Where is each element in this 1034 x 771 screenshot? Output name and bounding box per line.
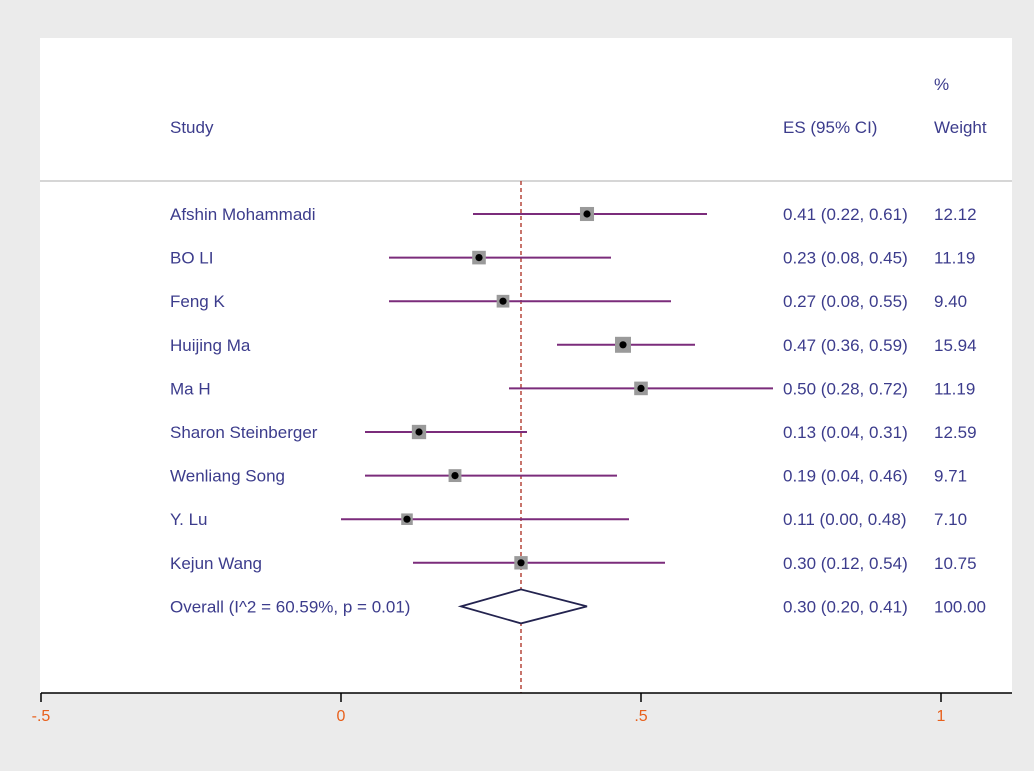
weight-value: 11.19	[934, 249, 975, 268]
study-name: Ma H	[170, 379, 211, 398]
es-value: 0.13 (0.04, 0.31)	[783, 423, 908, 442]
overall-diamond	[457, 588, 588, 625]
study-name: Feng K	[170, 292, 225, 311]
study-header: Study	[170, 118, 214, 137]
weight-value: 9.40	[934, 292, 967, 311]
weight-value: 12.59	[934, 423, 977, 442]
point-estimate	[637, 384, 645, 392]
es-value: 0.47 (0.36, 0.59)	[783, 336, 908, 355]
es-value: 0.27 (0.08, 0.55)	[783, 292, 908, 311]
study-name: BO LI	[170, 249, 213, 268]
es-value: 0.19 (0.04, 0.46)	[783, 467, 908, 486]
x-tick-label: .5	[634, 708, 647, 725]
es-value: 0.11 (0.00, 0.48)	[783, 510, 907, 529]
overall-es-value: 0.30 (0.20, 0.41)	[783, 597, 908, 616]
weight-value: 7.10	[934, 510, 967, 529]
study-name: Y. Lu	[170, 510, 208, 529]
weight-header-top: %	[934, 75, 949, 94]
es-value: 0.30 (0.12, 0.54)	[783, 554, 908, 573]
study-name: Kejun Wang	[170, 554, 262, 573]
study-name: Wenliang Song	[170, 467, 285, 486]
study-name: Huijing Ma	[170, 336, 251, 355]
point-estimate	[415, 428, 423, 436]
weight-header: Weight	[934, 118, 987, 137]
x-tick-label: -.5	[32, 708, 51, 725]
point-estimate	[403, 515, 411, 523]
point-estimate	[583, 210, 591, 218]
weight-value: 12.12	[934, 205, 977, 224]
point-estimate	[517, 559, 525, 567]
point-estimate	[451, 472, 459, 480]
overall-weight-value: 100.00	[934, 597, 986, 616]
es-value: 0.50 (0.28, 0.72)	[783, 379, 908, 398]
x-tick-label: 0	[337, 708, 346, 725]
weight-value: 11.19	[934, 379, 975, 398]
study-name: Sharon Steinberger	[170, 423, 318, 442]
weight-value: 9.71	[934, 467, 967, 486]
weight-value: 10.75	[934, 554, 977, 573]
overall-label: Overall (I^2 = 60.59%, p = 0.01)	[170, 597, 410, 616]
x-tick-label: 1	[937, 708, 946, 725]
plot-panel	[40, 38, 1012, 693]
study-name: Afshin Mohammadi	[170, 205, 316, 224]
es-value: 0.23 (0.08, 0.45)	[783, 249, 908, 268]
point-estimate	[499, 297, 507, 305]
es-value: 0.41 (0.22, 0.61)	[783, 205, 908, 224]
point-estimate	[475, 254, 483, 262]
es-header: ES (95% CI)	[783, 118, 877, 137]
weight-value: 15.94	[934, 336, 977, 355]
point-estimate	[619, 341, 627, 349]
